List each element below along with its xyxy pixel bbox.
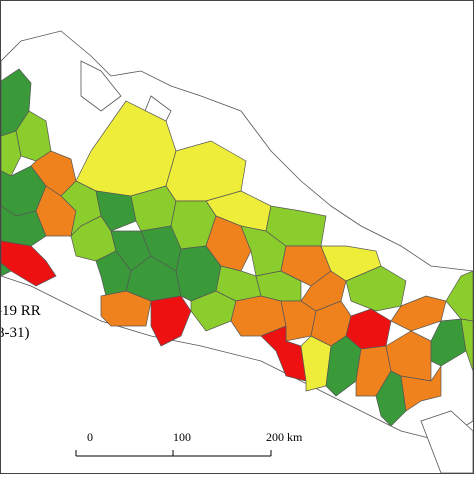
north-region-a	[80, 60, 122, 112]
legend-title-line1: -19 RR	[1, 303, 41, 319]
district	[100, 290, 152, 327]
scale-bar	[75, 450, 272, 457]
scale-label-0: 0	[87, 430, 93, 444]
district	[95, 190, 137, 232]
scale-label-100: 100	[173, 430, 191, 444]
scale-label-200: 200 km	[266, 430, 303, 444]
district	[0, 130, 22, 177]
districts	[0, 68, 474, 427]
district	[0, 262, 12, 277]
district	[400, 364, 442, 412]
legend-title-line2: 8-31)	[1, 325, 30, 341]
